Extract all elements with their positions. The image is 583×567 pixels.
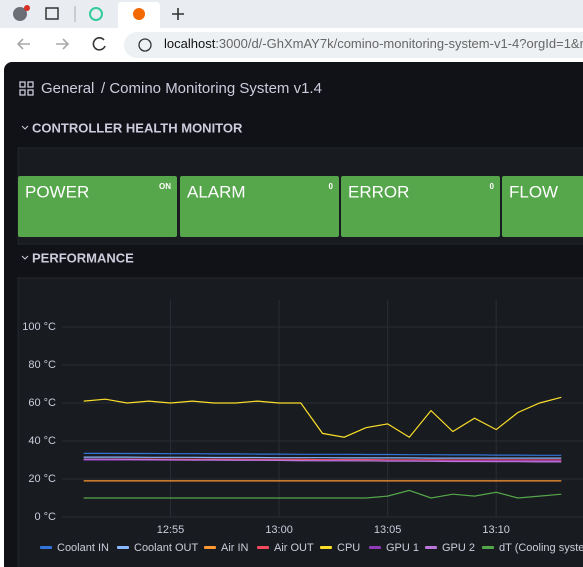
tile-label: POWER [25,182,89,201]
legend-swatch [320,546,332,549]
status-tile [502,176,583,237]
address-bar[interactable] [124,32,583,58]
series-line [83,456,562,459]
row-title[interactable]: PERFORMANCE [32,250,134,265]
tile-label: ERROR [348,182,409,201]
tiles: POWER ON ALARM 0 ERROR 0 FLOW [18,176,583,237]
legend-swatch [40,546,52,549]
legend-label: Air IN [221,542,249,554]
legend-label: GPU 1 [386,542,419,554]
row-title[interactable]: CONTROLLER HEALTH MONITOR [32,120,243,135]
tab-favicon[interactable] [89,7,103,21]
legend-swatch [369,546,381,549]
y-tick-label: 40 °C [28,435,56,447]
tab-strip [0,0,583,28]
tile-label: FLOW [509,182,558,201]
legend-swatch [117,546,129,549]
x-tick-label: 13:00 [265,524,293,536]
chart-panel [17,277,583,567]
legend-swatch [425,546,437,549]
legend-swatch [204,546,216,549]
series-line [83,458,562,463]
row-collapse-icon[interactable] [21,255,29,260]
chart: 0 °C 20 °C 40 °C 60 °C 80 °C 100 °C 12:55 13:00… [22,300,583,554]
breadcrumb-folder[interactable]: General [41,80,94,97]
status-tile [18,176,177,237]
back-button[interactable] [16,38,30,50]
forward-button[interactable] [56,38,70,50]
y-tick-label: 80 °C [28,359,56,371]
url-rest: :3000/d/-GhXmAY7k/comino-monitoring-syst… [215,36,583,51]
reload-button[interactable] [92,37,106,51]
profile-icon[interactable] [13,7,27,21]
y-tick-label: 20 °C [28,473,56,485]
x-tick-label: 12:55 [157,524,185,536]
grafana-favicon [133,8,145,20]
tile-value: 0 [490,182,495,191]
status-tile [341,176,500,237]
url: localhost:3000/d/-GhXmAY7k/comino-monito… [164,36,583,51]
legend-label: GPU 2 [442,542,475,554]
y-tick-label: 100 °C [22,321,56,333]
tile-value: ON [159,182,171,191]
legend-swatch [482,546,494,549]
legend-label: Coolant IN [57,542,109,554]
breadcrumb-dashboard[interactable]: / Comino Monitoring System v1.4 [101,80,322,97]
new-tab-button[interactable] [172,8,184,20]
legend-label: Air OUT [274,542,314,554]
dashboards-icon[interactable] [19,81,34,96]
legend-swatch [257,546,269,549]
tab-actions-icon[interactable] [45,7,59,20]
series-line [83,396,562,438]
series-line [83,452,562,456]
tile-value: 0 [329,182,334,191]
legend-label: dT (Cooling system) [499,542,583,554]
y-tick-label: 60 °C [28,397,56,409]
row-collapse-icon[interactable] [21,125,29,130]
x-tick-label: 13:05 [374,524,402,536]
site-info-icon[interactable] [138,38,152,52]
url-host: localhost [164,36,216,51]
x-tick-label: 13:10 [482,524,510,536]
series-line [83,489,562,499]
legend-label: Coolant OUT [134,542,198,554]
status-tile [180,176,339,237]
profile-badge [24,5,30,11]
y-tick-label: 0 °C [34,511,56,523]
legend-label: CPU [337,542,360,554]
tile-label: ALARM [187,182,246,201]
